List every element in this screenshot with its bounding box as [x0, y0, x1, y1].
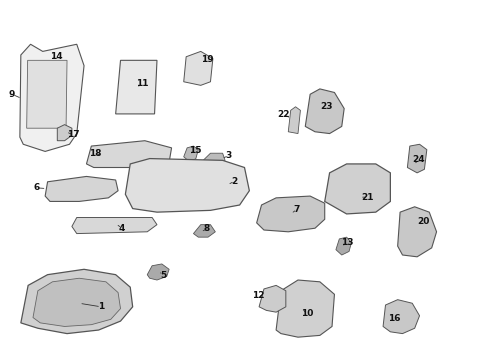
Text: 19: 19 — [201, 55, 213, 64]
Polygon shape — [397, 207, 436, 257]
Polygon shape — [256, 196, 324, 232]
Polygon shape — [193, 225, 215, 237]
Polygon shape — [27, 60, 67, 128]
Text: 9: 9 — [9, 90, 15, 99]
Text: 7: 7 — [293, 205, 300, 214]
Text: 5: 5 — [160, 270, 166, 279]
Polygon shape — [305, 89, 344, 134]
Polygon shape — [57, 125, 72, 141]
Polygon shape — [45, 176, 118, 202]
Text: 16: 16 — [387, 314, 400, 323]
Polygon shape — [147, 264, 169, 280]
Polygon shape — [183, 51, 212, 85]
Text: 12: 12 — [251, 291, 264, 300]
Text: 11: 11 — [135, 79, 148, 88]
Polygon shape — [335, 237, 351, 255]
Polygon shape — [20, 44, 84, 152]
Text: 13: 13 — [341, 238, 353, 247]
Text: 10: 10 — [301, 309, 313, 318]
Text: 8: 8 — [203, 224, 210, 233]
Text: 23: 23 — [319, 102, 332, 111]
Polygon shape — [21, 269, 132, 334]
Polygon shape — [203, 153, 224, 166]
Polygon shape — [86, 141, 171, 167]
Text: 21: 21 — [361, 193, 373, 202]
Polygon shape — [276, 280, 334, 337]
Polygon shape — [72, 217, 157, 234]
Polygon shape — [259, 285, 285, 312]
Polygon shape — [183, 146, 198, 162]
Polygon shape — [33, 278, 120, 327]
Text: 15: 15 — [189, 146, 201, 155]
Text: 20: 20 — [416, 217, 429, 226]
Polygon shape — [116, 60, 157, 114]
Polygon shape — [407, 144, 426, 173]
Text: 4: 4 — [119, 224, 125, 233]
Polygon shape — [382, 300, 419, 334]
Text: 22: 22 — [277, 110, 289, 119]
Text: 18: 18 — [89, 149, 102, 158]
Text: 24: 24 — [411, 156, 424, 165]
Text: 3: 3 — [225, 151, 232, 160]
Text: 1: 1 — [98, 302, 104, 311]
Polygon shape — [324, 164, 389, 214]
Text: 2: 2 — [231, 176, 238, 185]
Polygon shape — [287, 107, 300, 134]
Text: 14: 14 — [50, 51, 62, 60]
Text: 17: 17 — [67, 130, 80, 139]
Text: 6: 6 — [34, 183, 40, 192]
Polygon shape — [125, 158, 249, 212]
